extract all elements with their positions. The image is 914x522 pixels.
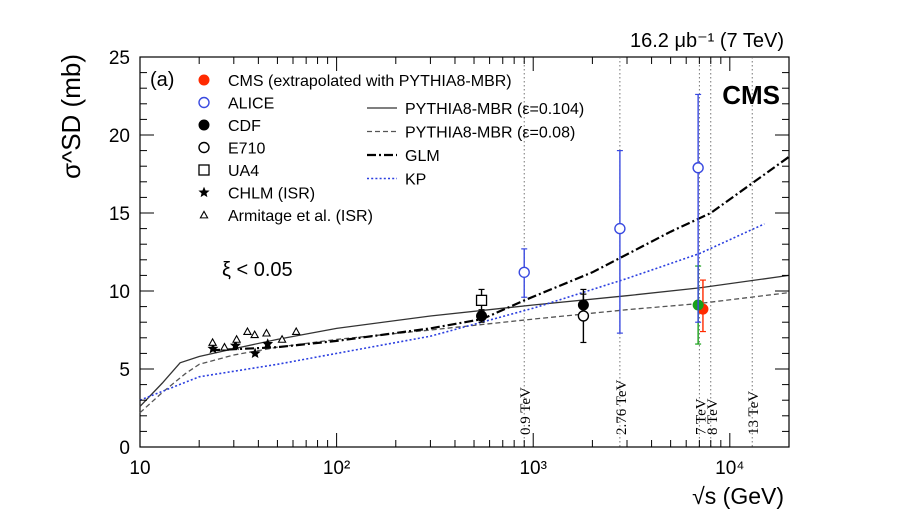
marker-star xyxy=(198,186,210,198)
marker-filled-circle xyxy=(198,119,210,131)
marker-star xyxy=(229,339,242,351)
energy-marker-label: 0.9 TeV xyxy=(518,387,534,435)
marker-star xyxy=(262,338,274,349)
legend-label: PYTHIA8-MBR (ε=0.104) xyxy=(405,101,584,118)
marker-open-triangle xyxy=(242,326,252,335)
legend-label: PYTHIA8-MBR (ε=0.08) xyxy=(405,125,575,142)
marker-open-triangle xyxy=(250,329,260,339)
marker-filled-circle xyxy=(198,74,210,86)
y-tick-label: 10 xyxy=(109,282,130,303)
y-tick-label: 20 xyxy=(109,126,130,147)
marker-open-triangle xyxy=(291,326,301,335)
marker-open-square xyxy=(198,164,210,176)
model-curves xyxy=(139,155,790,414)
marker-open-circle xyxy=(198,141,210,154)
marker-open-circle xyxy=(577,310,590,322)
marker-open-circle xyxy=(614,222,626,235)
marker-star xyxy=(249,347,261,359)
plot-frame-border xyxy=(139,56,790,448)
curve xyxy=(139,291,790,414)
legend-label: GLM xyxy=(405,148,440,165)
curve xyxy=(211,155,790,352)
energy-marker-label: 8 TeV xyxy=(705,398,721,435)
legend-label: CMS (extrapolated with PYTHIA8-MBR) xyxy=(228,73,512,90)
marker-open-circle xyxy=(692,162,704,174)
header-luminosity-label: 16.2 μb⁻¹ (7 TeV) xyxy=(630,30,784,52)
marker-star xyxy=(207,342,219,354)
marker-open-triangle xyxy=(261,328,272,337)
curve xyxy=(139,274,790,407)
marker-filled-circle xyxy=(476,310,488,322)
axes: 0 5 10 15 20 25 10 10² 10³ 10⁴ xyxy=(109,48,790,479)
x-tick-label: 10³ xyxy=(519,458,546,479)
legend-label: CDF xyxy=(228,118,261,135)
marker-open-triangle xyxy=(277,334,287,343)
legend-label: Armitage et al. (ISR) xyxy=(228,208,373,225)
y-axis-title: σ^SD (mb) xyxy=(56,54,86,179)
x-tick-label: 10 xyxy=(129,458,150,479)
panel-label: (a) xyxy=(150,69,174,91)
legend-label: CHLM (ISR) xyxy=(228,186,315,203)
y-tick-label: 25 xyxy=(109,48,130,69)
legend: CMS (extrapolated with PYTHIA8-MBR) ALICE… xyxy=(198,73,584,225)
legend-label: ALICE xyxy=(228,96,274,113)
y-tick-label: 5 xyxy=(119,360,130,381)
energy-marker-label: 7 TeV xyxy=(693,398,709,435)
marker-open-circle xyxy=(518,266,530,278)
cms-label: CMS xyxy=(722,80,780,110)
x-tick-label: 10² xyxy=(323,458,350,479)
legend-label: E710 xyxy=(228,141,265,158)
curve xyxy=(139,223,765,401)
legend-label: UA4 xyxy=(228,163,259,180)
marker-open-triangle xyxy=(232,334,242,343)
y-tick-label: 0 xyxy=(119,438,130,459)
x-axis-title: √s (GeV) xyxy=(692,483,784,509)
xi-cut-label: ξ < 0.05 xyxy=(222,259,293,281)
plot-frame xyxy=(139,56,790,448)
marker-open-circle xyxy=(198,96,210,109)
y-tick-label: 15 xyxy=(109,204,130,225)
marker-open-triangle xyxy=(219,342,230,351)
energy-marker-label: 2.76 TeV xyxy=(614,379,630,435)
legend-label: KP xyxy=(405,172,426,189)
marker-open-triangle xyxy=(199,210,209,219)
marker-open-square xyxy=(475,294,488,307)
data-points xyxy=(207,93,709,359)
energy-marker-label: 13 TeV xyxy=(746,391,762,435)
x-tick-label: 10⁴ xyxy=(715,458,744,479)
marker-open-triangle xyxy=(208,337,218,346)
